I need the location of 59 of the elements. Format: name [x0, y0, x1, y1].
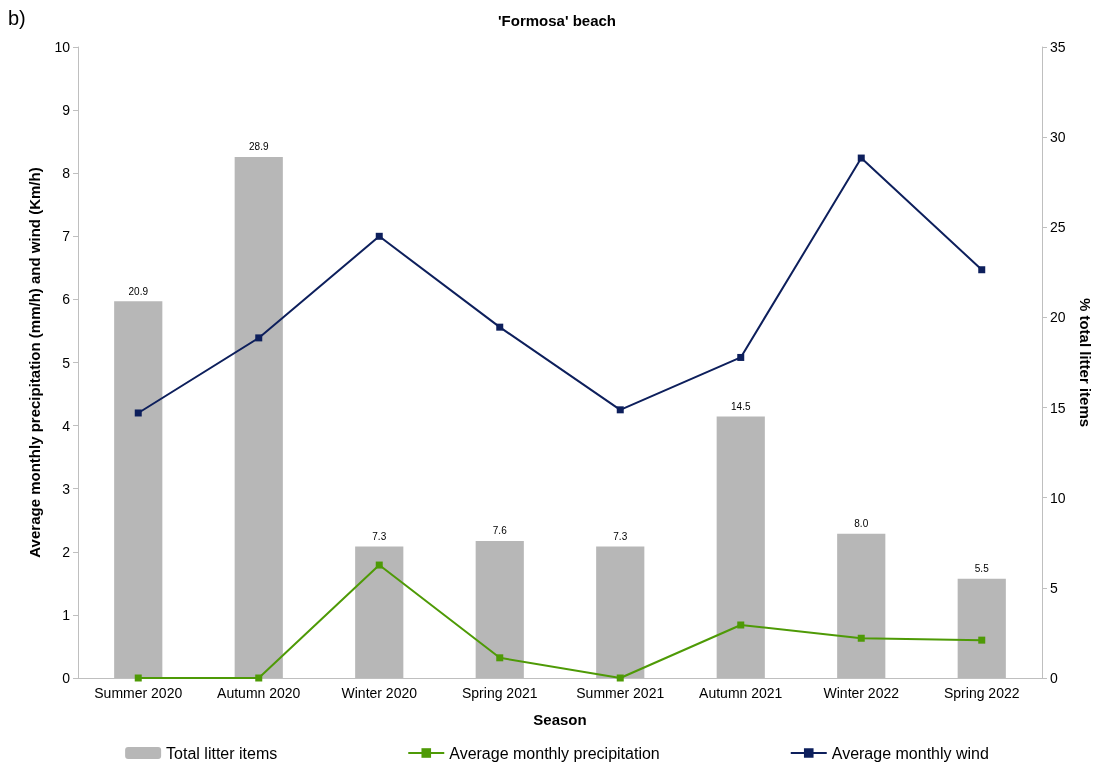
y2-tick-label: 35 — [1050, 39, 1066, 55]
point — [255, 674, 263, 682]
point — [737, 353, 745, 361]
x-tick-label: Spring 2022 — [943, 685, 1020, 701]
point — [375, 232, 383, 240]
chart-title: 'Formosa' beach — [497, 12, 617, 29]
point — [857, 154, 865, 162]
y-axis-title: Average monthly precipitation (mm/h) and wind (Km/h) — [26, 167, 43, 558]
text: b) — [8, 7, 26, 29]
legend-label: Total litter items — [166, 744, 278, 762]
point — [978, 266, 986, 274]
point — [255, 334, 263, 342]
y-tick-label: 8 — [62, 165, 71, 182]
x-tick-label: Summer 2021 — [576, 685, 665, 701]
x-axis-title: Season — [533, 711, 587, 728]
x-tick-label: Winter 2022 — [823, 685, 900, 701]
x-tick-label: Winter 2020 — [341, 685, 418, 701]
y-tick-label: 0 — [62, 670, 71, 686]
y-tick-label: 2 — [62, 543, 71, 560]
y-tick-label: 6 — [62, 291, 71, 308]
x-tick-label: Summer 2020 — [94, 685, 183, 701]
point — [496, 323, 504, 331]
y2-tick-label: 20 — [1050, 309, 1066, 326]
legend-label: Average monthly wind — [831, 744, 989, 762]
data-label: 7.3 — [613, 530, 628, 542]
y-tick-label: 3 — [62, 480, 71, 497]
y2-tick-label: 30 — [1050, 129, 1066, 146]
x-tick-label: Autumn 2020 — [217, 685, 301, 701]
point — [134, 409, 142, 417]
data-label: 7.3 — [372, 530, 387, 542]
point — [978, 636, 986, 644]
data-label: 14.5 — [731, 401, 751, 413]
y2-tick-label: 5 — [1050, 579, 1058, 596]
point — [857, 634, 865, 642]
y2-tick-label: 25 — [1050, 219, 1066, 236]
point — [737, 621, 745, 629]
y2-axis-title: % total litter items — [1077, 297, 1094, 428]
y2-tick-label: 0 — [1050, 670, 1058, 686]
point — [616, 406, 624, 414]
y-tick-label: 5 — [62, 354, 71, 371]
x-tick-label: Spring 2021 — [461, 685, 538, 701]
point — [375, 561, 383, 569]
data-label: 5.5 — [974, 563, 990, 575]
y-tick-label: 10 — [54, 39, 71, 55]
data-label: 7.6 — [492, 525, 508, 537]
y2-tick-label: 15 — [1050, 399, 1066, 416]
point — [134, 674, 142, 682]
data-label: 8.0 — [854, 518, 869, 530]
x-tick-label: Autumn 2021 — [699, 685, 783, 701]
y-tick-label: 4 — [62, 417, 71, 434]
point — [496, 654, 504, 662]
y2-tick-label: 10 — [1050, 489, 1066, 506]
y-tick-label: 9 — [62, 102, 71, 119]
y-tick-label: 1 — [62, 606, 71, 623]
y-tick-label: 7 — [62, 228, 71, 245]
data-label: 28.9 — [249, 141, 269, 153]
point — [616, 674, 624, 682]
legend-label: Average monthly precipitation — [449, 744, 660, 762]
data-label: 20.9 — [128, 285, 149, 297]
